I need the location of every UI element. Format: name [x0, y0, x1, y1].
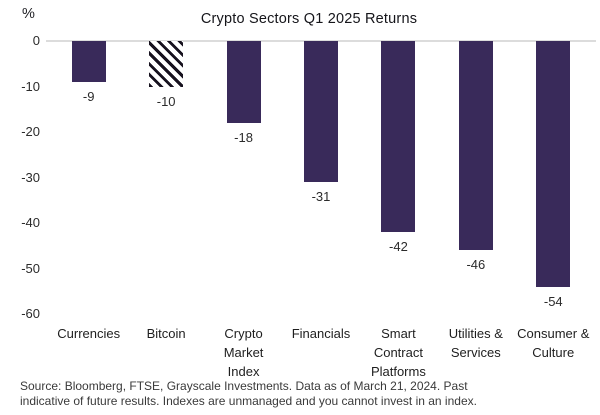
y-tick-label: -20: [21, 124, 40, 139]
y-tick-label: -10: [21, 78, 40, 94]
x-axis-category-labels: Currencies Bitcoin Crypto Market Index Fina…: [50, 324, 592, 381]
x-category-label-financials: Financials: [291, 326, 351, 341]
bar-crypto-market-index: [226, 41, 261, 123]
bar-utilities-services: [458, 41, 493, 251]
bar-bitcoin: [149, 41, 184, 87]
y-tick-label: -60: [21, 306, 40, 321]
source-note: Source: Bloomberg, FTSE, Grayscale Inves…: [20, 379, 586, 409]
bar-value-label: -31: [311, 189, 331, 205]
source-note-line: Source: Bloomberg, FTSE, Grayscale Inves…: [20, 379, 468, 393]
bar-value-label: -46: [466, 257, 486, 273]
y-axis-unit-label: %: [22, 6, 35, 22]
chart-title: Crypto Sectors Q1 2025 Returns: [200, 11, 418, 27]
x-category-label-crypto-market-index: Crypto Market Index: [223, 326, 264, 379]
y-tick-label: -30: [21, 169, 40, 185]
x-category-label-smart-contract-platforms: Smart Contract Platforms: [370, 326, 426, 379]
y-tick-label: -50: [21, 260, 40, 276]
y-tick-label: 0: [32, 33, 40, 48]
bar-value-label: -42: [389, 239, 408, 255]
source-note-line: indicative of future results. Indexes ar…: [20, 394, 477, 408]
bar-value-label: -10: [156, 93, 176, 109]
x-category-label-currencies: Currencies: [57, 326, 121, 341]
bar-smart-contract-platforms: [381, 41, 416, 233]
x-category-label-consumer-culture: Consumer & Culture: [517, 326, 590, 360]
x-category-label-utilities-services: Utilities & Services: [448, 326, 503, 360]
bar-consumer-culture: [536, 41, 571, 287]
bar-value-label: -9: [82, 88, 95, 104]
bar-value-label: -18: [234, 129, 253, 145]
bar-currencies: [71, 41, 106, 82]
bar-financials: [304, 41, 338, 183]
bar-value-label: -54: [543, 293, 563, 309]
x-category-label-bitcoin: Bitcoin: [146, 326, 186, 341]
y-tick-label: -40: [21, 215, 40, 230]
